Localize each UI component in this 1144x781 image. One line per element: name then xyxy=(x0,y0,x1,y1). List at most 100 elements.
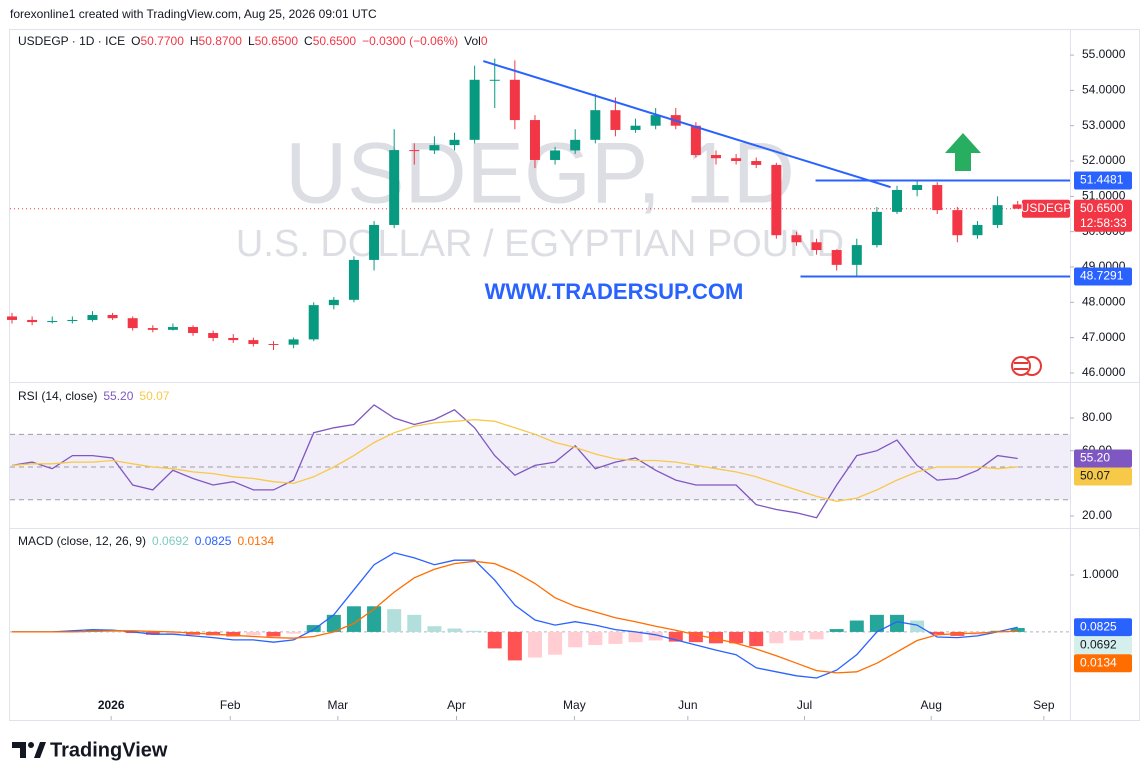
trendline xyxy=(482,60,891,189)
candle-body xyxy=(27,319,38,323)
candle-body xyxy=(932,185,943,211)
y-tick-label: 53.0000 xyxy=(1082,118,1126,132)
histogram-bar xyxy=(829,629,844,632)
candle-body xyxy=(650,115,661,126)
candle-body xyxy=(489,79,500,81)
legend-value: 0.0692 xyxy=(152,534,189,548)
series-line xyxy=(12,560,1018,674)
x-tick-label: Apr xyxy=(447,698,466,712)
histogram-bar xyxy=(849,620,864,632)
candle-body xyxy=(1012,204,1023,209)
legend-field-value: 50.6500 xyxy=(255,34,299,48)
legend-change: −0.0300 (−0.06%) xyxy=(362,34,458,48)
y-tick-label: 51.0000 xyxy=(1082,189,1126,203)
legend-symbol: USDEGP · 1D · ICE xyxy=(18,34,125,48)
legend-field-value: 50.8700 xyxy=(199,34,243,48)
candle-body xyxy=(630,125,641,130)
candle-body xyxy=(328,299,339,306)
candle-body xyxy=(811,242,822,251)
brand-logo xyxy=(12,742,46,758)
x-tick-label: Mar xyxy=(328,698,349,712)
candle-body xyxy=(710,155,721,159)
histogram-bar xyxy=(1010,627,1025,632)
histogram-bar xyxy=(628,631,643,643)
histogram-bar xyxy=(930,631,945,635)
candle-body xyxy=(67,319,78,322)
axis-value-label: 0.0825 xyxy=(1080,619,1117,633)
axis-value-label: 55.20 xyxy=(1080,451,1110,465)
histogram-bar xyxy=(447,628,462,632)
axis-value-label-box xyxy=(1074,618,1132,637)
candle-body xyxy=(228,337,239,341)
histogram-bar xyxy=(527,631,542,658)
candle-body xyxy=(208,333,219,338)
candle-body xyxy=(449,139,460,146)
y-tick-label: 20.00 xyxy=(1082,508,1112,522)
histogram-bar xyxy=(487,631,502,649)
candle-body xyxy=(952,210,963,236)
histogram-bar xyxy=(145,631,160,635)
series-line xyxy=(12,552,1018,679)
x-tick-label: Sep xyxy=(1033,698,1055,712)
symbol-label: USDEGP xyxy=(1021,201,1072,215)
histogram-bar xyxy=(910,620,925,632)
candle-body xyxy=(509,79,520,121)
x-tick-label: 2026 xyxy=(98,698,125,712)
candle-body xyxy=(389,150,400,225)
histogram-bar xyxy=(809,631,824,640)
axis-value-label-box xyxy=(1074,636,1132,655)
up-arrow xyxy=(945,133,981,171)
candle-body xyxy=(550,150,561,160)
candle-body xyxy=(127,318,138,329)
legend: MACD (close, 12, 26, 9) 0.0692 0.0825 0.013… xyxy=(18,534,274,548)
candle-body xyxy=(469,79,480,140)
candle-body xyxy=(972,224,983,236)
legend-field-value: 50.7700 xyxy=(140,34,184,48)
series-line xyxy=(11,404,1018,519)
last-price-box xyxy=(1074,199,1132,232)
axis-value-label: 50.07 xyxy=(1080,469,1110,483)
x-tick-label: Aug xyxy=(921,698,942,712)
axis-value-label-box xyxy=(1074,654,1132,673)
candle-body xyxy=(529,120,540,160)
y-tick-label: 80.00 xyxy=(1082,410,1112,424)
histogram-bar xyxy=(266,631,281,637)
histogram-bar xyxy=(648,631,663,641)
histogram-bar xyxy=(306,625,321,632)
histogram-bar xyxy=(105,631,120,632)
candle-body xyxy=(47,321,58,323)
x-tick-label: Jul xyxy=(797,698,812,712)
symbol-label-box xyxy=(1022,199,1070,218)
candle-body xyxy=(107,315,118,319)
legend-volume-label: Vol xyxy=(464,34,481,48)
candle-body xyxy=(751,161,762,165)
level-label: 48.7291 xyxy=(1080,269,1124,283)
histogram-bar xyxy=(226,631,241,637)
histogram-bar xyxy=(708,631,723,644)
candle-body xyxy=(348,259,359,300)
level-label-box xyxy=(1074,171,1132,190)
candle-body xyxy=(570,139,581,151)
histogram-bar xyxy=(568,631,583,648)
histogram-bar xyxy=(688,631,703,643)
legend-value: 50.07 xyxy=(139,389,169,403)
histogram-bar xyxy=(869,614,884,632)
candle-body xyxy=(791,235,802,243)
series-line xyxy=(11,418,1018,502)
histogram-bar xyxy=(588,631,603,646)
histogram-bar xyxy=(367,606,382,632)
histogram-bar xyxy=(387,609,402,632)
y-tick-label: 54.0000 xyxy=(1082,83,1126,97)
legend-value: 55.20 xyxy=(103,389,133,403)
histogram-bar xyxy=(286,631,301,634)
histogram-bar xyxy=(608,631,623,644)
x-tick-label: Jun xyxy=(678,698,697,712)
countdown: 12:58:33 xyxy=(1080,216,1127,230)
candle-body xyxy=(610,110,621,130)
candle-body xyxy=(409,150,420,152)
legend: USDEGP · 1D · ICE O50.7700 H50.8700 L50.650… xyxy=(18,34,488,48)
candle-body xyxy=(831,250,842,265)
histogram-bar xyxy=(507,631,522,661)
